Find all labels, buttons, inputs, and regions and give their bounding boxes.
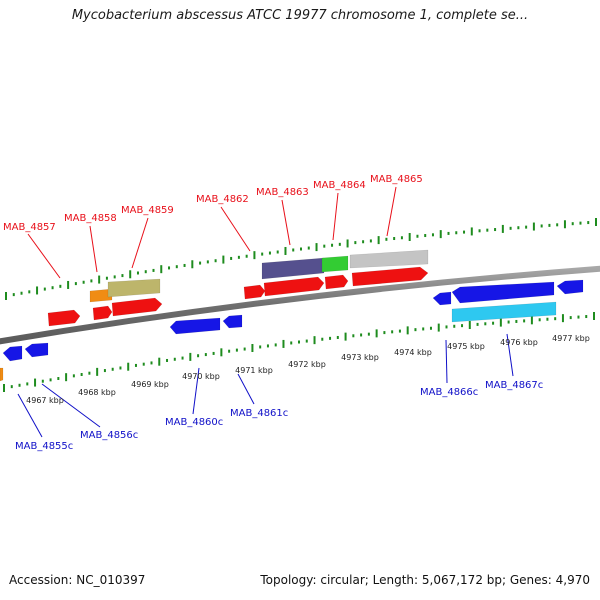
leader-line — [131, 217, 149, 269]
label-mab-4855c[interactable]: MAB_4855c — [15, 441, 73, 452]
gene-mab-4858[interactable] — [92, 305, 113, 321]
label-mab-4862[interactable]: MAB_4862 — [196, 194, 249, 205]
outer-tick-ring — [5, 218, 597, 300]
gene-mab-4857[interactable] — [47, 309, 81, 327]
feature-cyan[interactable] — [451, 301, 557, 323]
leader-line — [506, 333, 514, 377]
feature-green[interactable] — [321, 255, 349, 273]
label-mab-4857[interactable]: MAB_4857 — [3, 222, 56, 233]
label-mab-4860c[interactable]: MAB_4860c — [165, 417, 223, 428]
gene-mab-4860c[interactable] — [169, 317, 221, 335]
leader-line — [17, 393, 43, 438]
map-title: Mycobacterium abscessus ATCC 19977 chrom… — [71, 8, 529, 23]
gene-mab-4864[interactable] — [324, 274, 349, 290]
leader-line — [89, 225, 98, 273]
genome-summary-text: Topology: circular; Length: 5,067,172 bp… — [260, 573, 590, 587]
leader-line — [445, 339, 448, 384]
tick-label: 4967 kbp — [26, 396, 64, 405]
feature-lightgrey[interactable] — [349, 249, 429, 269]
leader-line — [27, 233, 61, 279]
label-mab-4864[interactable]: MAB_4864 — [313, 180, 366, 191]
gene-mab-4865[interactable] — [351, 266, 429, 287]
tick-label: 4974 kbp — [394, 348, 432, 357]
leader-line — [220, 206, 251, 252]
accession-text: Accession: NC_010397 — [9, 573, 146, 587]
label-mab-4867c[interactable]: MAB_4867c — [485, 380, 543, 391]
tick-label: 4976 kbp — [500, 338, 538, 347]
gene-mab-4863[interactable] — [263, 276, 325, 297]
label-leader-lines — [17, 186, 514, 438]
label-mab-4859[interactable]: MAB_4859 — [121, 205, 174, 216]
gene-mab-4856c[interactable] — [24, 342, 49, 358]
gene-mab-4861c[interactable] — [222, 314, 243, 329]
leader-line — [237, 373, 255, 405]
leader-line — [332, 192, 339, 241]
label-layer: MAB_4857 MAB_4858 MAB_4859 MAB_4862 MAB_4863… — [3, 174, 590, 452]
inner-tick-ring — [3, 312, 595, 392]
leader-line — [386, 186, 397, 237]
leader-line — [281, 199, 291, 246]
label-mab-4861c[interactable]: MAB_4861c — [230, 408, 288, 419]
tick-label: 4971 kbp — [235, 366, 273, 375]
feature-orange[interactable] — [89, 288, 113, 303]
feature-orange-edge[interactable] — [0, 367, 4, 382]
tick-label: 4975 kbp — [447, 342, 485, 351]
gene-mab-4862[interactable] — [243, 284, 266, 300]
gene-mab-4859[interactable] — [111, 297, 163, 317]
label-mab-4866c[interactable]: MAB_4866c — [420, 387, 478, 398]
tick-label: 4972 kbp — [288, 360, 326, 369]
gene-mab-4866c[interactable] — [451, 281, 555, 304]
tick-label: 4969 kbp — [131, 380, 169, 389]
feature-purple[interactable] — [261, 257, 325, 280]
feature-khaki[interactable] — [107, 278, 161, 298]
tick-label: 4977 kbp — [552, 334, 590, 343]
label-mab-4858[interactable]: MAB_4858 — [64, 213, 117, 224]
label-mab-4856c[interactable]: MAB_4856c — [80, 430, 138, 441]
leader-line — [192, 367, 200, 415]
label-mab-4863[interactable]: MAB_4863 — [256, 187, 309, 198]
feature-layer — [0, 249, 584, 382]
chromosome-backbone — [0, 265, 600, 345]
gene-mab-4867c[interactable] — [556, 279, 584, 295]
tick-label: 4973 kbp — [341, 353, 379, 362]
tick-label: 4968 kbp — [78, 388, 116, 397]
tick-label: 4970 kbp — [182, 372, 220, 381]
gene-blue-small-a[interactable] — [432, 291, 452, 306]
leader-line — [41, 383, 101, 428]
label-mab-4865[interactable]: MAB_4865 — [370, 174, 423, 185]
gene-mab-4855c[interactable] — [2, 345, 23, 362]
